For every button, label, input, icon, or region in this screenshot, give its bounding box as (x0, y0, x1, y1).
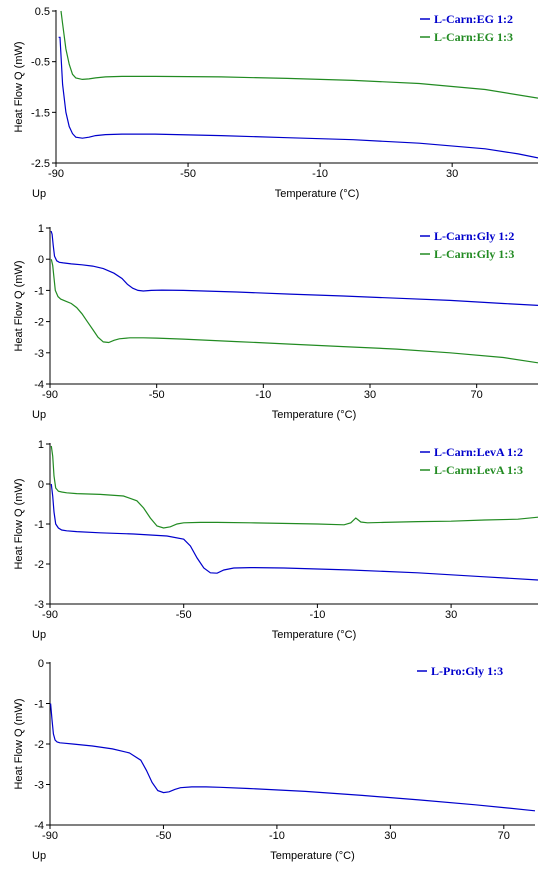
chart-panel-3: 1 0 -1 -2 -3-90 -50 -10 30 Temperature (°C) Heat … (13, 439, 538, 641)
y-tick-label: -3 (34, 599, 44, 611)
legend-entry: L-Pro:Gly 1:3 (431, 664, 503, 678)
chart-panel-1: 0.5 -0.5 -1.5 -2.5-90 -50 -10 30 Temperature (°… (13, 6, 538, 200)
series-line-l-carn-leva-1-2 (50, 483, 538, 581)
x-tick-label: -50 (180, 168, 196, 180)
up-label: Up (32, 409, 46, 421)
legend-entry: L-Carn:Gly 1:3 (434, 247, 514, 261)
y-tick-label: -1 (34, 285, 44, 297)
legend-entry: L-Carn:LevA 1:2 (434, 445, 523, 459)
series-line-l-carn-gly-1-3 (50, 259, 538, 364)
series-line-l-carn-eg-1-2 (58, 36, 538, 159)
x-tick-label: -10 (255, 389, 271, 401)
y-tick-label: -1.5 (31, 107, 50, 119)
x-tick-label: -50 (176, 609, 192, 621)
x-tick-label: -90 (42, 830, 58, 842)
up-label: Up (32, 850, 46, 862)
chart-panel-2: 1 0 -1 -2 -3 -4-90 -50 -10 30 70 Temperature (°C) H… (13, 223, 538, 421)
series-line-l-carn-eg-1-3 (60, 10, 538, 99)
y-axis-label: Heat Flow Q (mW) (13, 478, 25, 569)
chart-panel-4: 0 -1 -2 -3 -4-90 -50 -10 30 70 Temperature (°C) He… (13, 658, 535, 862)
x-tick-label: 30 (364, 389, 376, 401)
y-axis-label: Heat Flow Q (mW) (13, 260, 25, 351)
x-tick-label: -10 (269, 830, 285, 842)
x-tick-label: 30 (446, 168, 458, 180)
x-axis-label: Temperature (°C) (275, 188, 359, 200)
y-tick-label: -2 (34, 739, 44, 751)
legend-entry: L-Carn:LevA 1:3 (434, 463, 523, 477)
x-tick-label: -90 (42, 609, 58, 621)
x-axis-label: Temperature (°C) (272, 629, 356, 641)
x-tick-label: 30 (445, 609, 457, 621)
y-tick-label: -0.5 (31, 57, 50, 69)
y-axis-label: Heat Flow Q (mW) (13, 698, 25, 789)
x-tick-label: -50 (149, 389, 165, 401)
legend-entry: L-Carn:EG 1:2 (434, 12, 513, 26)
up-label: Up (32, 188, 46, 200)
x-tick-label: -90 (42, 389, 58, 401)
y-tick-label: -1 (34, 699, 44, 711)
y-tick-label: -2 (34, 559, 44, 571)
y-tick-label: -2.5 (31, 158, 50, 170)
y-tick-label: -4 (34, 379, 44, 391)
y-tick-label: 0 (38, 658, 44, 670)
x-tick-label: -50 (155, 830, 171, 842)
x-axis-label: Temperature (°C) (272, 409, 356, 421)
y-axis-label: Heat Flow Q (mW) (13, 41, 25, 132)
y-tick-label: 1 (38, 223, 44, 235)
series-line-l-carn-gly-1-2 (50, 230, 538, 306)
y-tick-label: 0 (38, 479, 44, 491)
y-tick-label: -3 (34, 780, 44, 792)
x-tick-label: 70 (498, 830, 510, 842)
legend-entry: L-Carn:EG 1:3 (434, 30, 513, 44)
series-line-l-carn-leva-1-3 (50, 445, 538, 529)
up-label: Up (32, 629, 46, 641)
y-tick-label: -3 (34, 348, 44, 360)
x-tick-label: -90 (48, 168, 64, 180)
x-tick-label: -10 (309, 609, 325, 621)
series-line-l-pro-gly-1-3 (50, 703, 535, 812)
x-tick-label: 70 (471, 389, 483, 401)
y-tick-label: -2 (34, 317, 44, 329)
y-tick-label: -1 (34, 519, 44, 531)
y-tick-label: 0.5 (35, 6, 50, 18)
y-tick-label: -4 (34, 820, 44, 832)
legend-entry: L-Carn:Gly 1:2 (434, 229, 514, 243)
x-axis-label: Temperature (°C) (270, 850, 354, 862)
x-tick-label: -10 (312, 168, 328, 180)
x-tick-label: 30 (384, 830, 396, 842)
y-tick-label: 1 (38, 439, 44, 451)
y-tick-label: 0 (38, 254, 44, 266)
